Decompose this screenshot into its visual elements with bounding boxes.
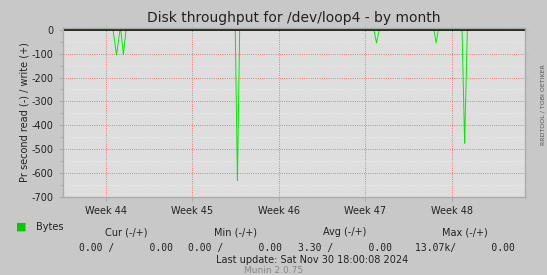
Text: ■: ■ [16,222,27,232]
Text: Bytes: Bytes [36,222,63,232]
Text: Min (-/+): Min (-/+) [214,227,257,237]
Text: Last update: Sat Nov 30 18:00:08 2024: Last update: Sat Nov 30 18:00:08 2024 [216,255,408,265]
Y-axis label: Pr second read (-) / write (+): Pr second read (-) / write (+) [19,42,29,182]
Text: 13.07k/      0.00: 13.07k/ 0.00 [415,243,515,252]
Text: Avg (-/+): Avg (-/+) [323,227,366,237]
Title: Disk throughput for /dev/loop4 - by month: Disk throughput for /dev/loop4 - by mont… [147,11,441,25]
Text: 0.00 /      0.00: 0.00 / 0.00 [79,243,173,252]
Text: 3.30 /      0.00: 3.30 / 0.00 [298,243,392,252]
Text: RRDTOOL / TOBI OETIKER: RRDTOOL / TOBI OETIKER [540,64,546,145]
Text: 0.00 /      0.00: 0.00 / 0.00 [188,243,282,252]
Text: Max (-/+): Max (-/+) [442,227,488,237]
Text: Cur (-/+): Cur (-/+) [104,227,147,237]
Text: Munin 2.0.75: Munin 2.0.75 [244,266,303,275]
